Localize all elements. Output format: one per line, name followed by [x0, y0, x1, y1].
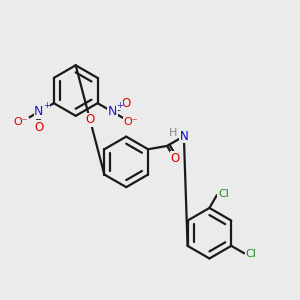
Text: +: +	[43, 101, 50, 110]
Text: O: O	[85, 113, 94, 126]
Text: O: O	[121, 97, 130, 110]
Text: Cl: Cl	[245, 249, 256, 259]
Text: N: N	[108, 105, 117, 118]
Text: N: N	[34, 105, 44, 118]
Text: +: +	[116, 101, 123, 110]
Text: O: O	[35, 121, 44, 134]
Text: N: N	[179, 130, 188, 143]
Text: O⁻: O⁻	[14, 117, 28, 127]
Text: H: H	[168, 128, 177, 138]
Text: O: O	[171, 152, 180, 165]
Text: Cl: Cl	[218, 189, 229, 199]
Text: O⁻: O⁻	[123, 117, 138, 127]
